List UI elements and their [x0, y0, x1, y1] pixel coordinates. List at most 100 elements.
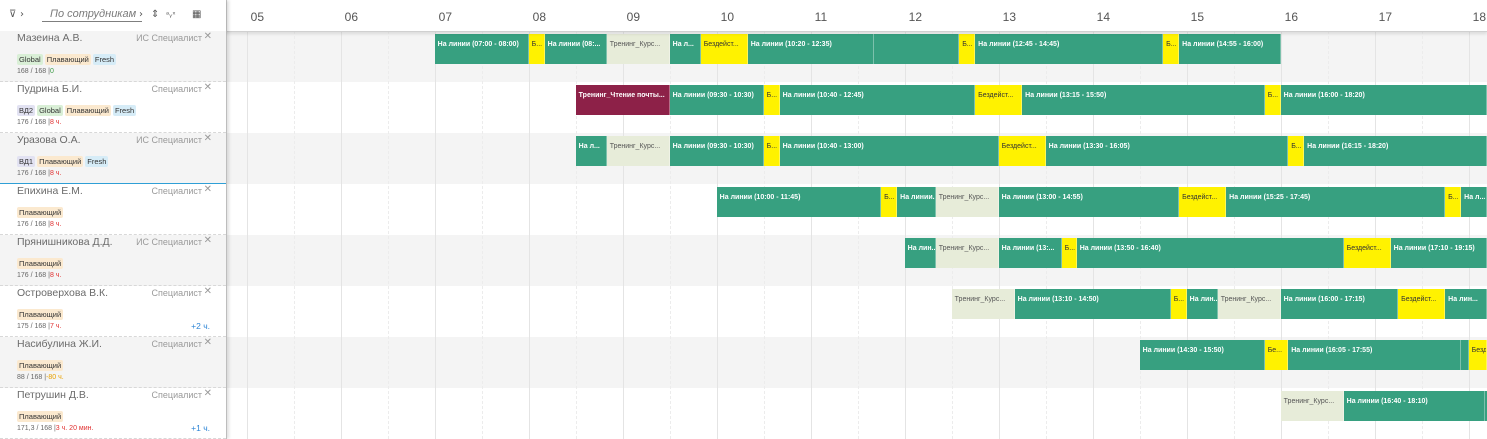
close-icon[interactable]: ✕ — [203, 82, 212, 93]
employee-row[interactable]: Пудрина Б.И. Специалист ✕ ВД2 Global Плавающи… — [0, 82, 226, 133]
shift-block[interactable]: На л... — [669, 34, 701, 64]
chevron-right-icon[interactable]: › — [139, 9, 143, 20]
extra-hours[interactable]: +2 ч. — [191, 321, 210, 331]
shift-block[interactable]: Б... — [1288, 136, 1305, 166]
employee-name[interactable]: Насибулина Ж.И. — [17, 338, 102, 350]
shift-block[interactable]: На линии (10:00 - 11:45) — [716, 187, 882, 217]
shift-block[interactable]: На линии (13:... — [998, 238, 1062, 268]
shift-block[interactable]: Бездейст... — [1179, 187, 1227, 217]
shift-block[interactable]: Б... — [763, 85, 780, 115]
close-icon[interactable]: ✕ — [203, 133, 212, 144]
close-icon[interactable]: ✕ — [203, 388, 212, 399]
shift-block[interactable]: На линии (13:50 - 16:40) — [1076, 238, 1344, 268]
close-icon[interactable]: ✕ — [203, 235, 212, 246]
shift-block[interactable]: Б... — [1445, 187, 1462, 217]
chevron-right-icon[interactable]: › — [20, 9, 24, 20]
sort-icon[interactable]: ⇕ — [151, 9, 160, 20]
shift-block[interactable]: На линии (10:40 - 13:00) — [779, 136, 999, 166]
search-input[interactable]: По сотрудникам — [42, 7, 142, 22]
shift-block[interactable]: На лин... — [1445, 289, 1487, 319]
shift-block[interactable]: На линии (16:40 - 18:10) — [1343, 391, 1485, 421]
half-hour-gridline — [481, 31, 483, 439]
shift-block[interactable]: На линии (16:00 - 17:15) — [1280, 289, 1399, 319]
close-icon[interactable]: ✕ — [203, 31, 212, 42]
employee-row[interactable]: Прянишникова Д.Д. ИС Специалист ✕ Плавающий… — [0, 235, 226, 286]
shift-block[interactable]: Бездейст... — [975, 85, 1023, 115]
shift-block[interactable]: На... — [1484, 391, 1487, 421]
shift-block[interactable]: Тренинг_Курс... — [951, 289, 1015, 319]
shift-block[interactable]: На линии (10:40 - 12:45) — [779, 85, 976, 115]
shift-block[interactable]: На линии (16:00 - 18:20) — [1280, 85, 1487, 115]
shift-block[interactable]: Бездейст... — [998, 136, 1046, 166]
shift-block[interactable]: Б... — [1061, 238, 1077, 268]
shift-block[interactable]: Безде... — [1468, 340, 1487, 370]
shift-block[interactable] — [873, 34, 960, 64]
employee-name[interactable]: Епихина Е.М. — [17, 185, 83, 197]
half-hour-gridline — [951, 31, 953, 439]
shift-block[interactable]: На линии (13:10 - 14:50) — [1014, 289, 1171, 319]
shift-block[interactable]: Б... — [1163, 34, 1180, 64]
shift-block[interactable]: Б... — [881, 187, 898, 217]
shift-block[interactable]: На линии (14:55 - 16:00) — [1179, 34, 1281, 64]
shift-block[interactable]: На линии (16:05 - 17:55) — [1288, 340, 1462, 370]
shift-block[interactable]: Б... — [763, 136, 780, 166]
employee-name[interactable]: Пудрина Б.И. — [17, 83, 83, 95]
shift-block[interactable]: На л... — [575, 136, 607, 166]
shift-block[interactable]: На линии (08:... — [544, 34, 607, 64]
employee-row[interactable]: Мазеина А.В. ИС Специалист ✕ Global Плавающи… — [0, 31, 226, 82]
shift-block[interactable]: На линии (13:30 - 16:05) — [1045, 136, 1289, 166]
shift-block[interactable]: На линии (16:15 - 18:20) — [1304, 136, 1487, 166]
close-icon[interactable]: ✕ — [203, 286, 212, 297]
shift-block[interactable]: Тренинг_Курс... — [606, 136, 670, 166]
employee-row[interactable]: Петрушин Д.В. Специалист ✕ Плавающий 171,3 /… — [0, 388, 226, 439]
shift-block[interactable]: Бездейст... — [1398, 289, 1446, 319]
shift-block[interactable]: Бездейст... — [700, 34, 748, 64]
shift-block[interactable]: Тренинг_Курс... — [1280, 391, 1344, 421]
shift-block[interactable]: На лин... — [904, 238, 936, 268]
shift-block[interactable]: На линии (10:20 - 12:35) — [747, 34, 874, 64]
shift-block[interactable]: Б... — [959, 34, 976, 64]
shift-block[interactable]: На линии (15:25 - 17:45) — [1226, 187, 1446, 217]
close-icon[interactable]: ✕ — [203, 184, 212, 195]
shift-block[interactable]: На линии (09:30 - 10:30) — [669, 136, 764, 166]
employee-row[interactable]: Насибулина Ж.И. Специалист ✕ Плавающий 88 / … — [0, 337, 226, 388]
shift-block[interactable]: Б... — [1170, 289, 1187, 319]
employee-name[interactable]: Мазеина А.В. — [17, 32, 83, 44]
shift-block[interactable]: Тренинг_Курс... — [606, 34, 670, 64]
filter-icon[interactable]: ⊽ — [9, 9, 17, 20]
shift-block[interactable]: На л... — [1461, 187, 1487, 217]
shift-block[interactable] — [1461, 340, 1469, 370]
shift-block[interactable]: На линии (13:00 - 14:55) — [998, 187, 1180, 217]
calendar-icon[interactable]: ▦ — [192, 9, 202, 20]
shift-block[interactable]: На линии (12:45 - 14:45) — [975, 34, 1164, 64]
employee-name[interactable]: Островерхова В.К. — [17, 287, 109, 299]
shift-block[interactable]: Тренинг_Курс... — [1217, 289, 1281, 319]
clear-filter-icon[interactable]: ᵃᵧˣ — [166, 10, 176, 19]
shift-block[interactable]: На линии (17:10 - 19:15) — [1390, 238, 1487, 268]
shift-block[interactable]: На линии (07:00 - 08:00) — [434, 34, 529, 64]
shift-block[interactable]: Тренинг_Курс... — [935, 238, 999, 268]
shift-label: На л... — [578, 143, 600, 150]
close-icon[interactable]: ✕ — [203, 337, 212, 348]
employee-name[interactable]: Уразова О.А. — [17, 134, 81, 146]
employee-name[interactable]: Петрушин Д.В. — [17, 389, 89, 401]
shift-block[interactable]: Тренинг_Чтение почты... — [575, 85, 670, 115]
shift-block[interactable]: Тренинг_Курс... — [935, 187, 999, 217]
shift-block[interactable]: Б... — [1264, 85, 1281, 115]
shift-block[interactable]: Бездейст... — [1343, 238, 1391, 268]
shift-block[interactable]: На линии (14:30 - 15:50) — [1139, 340, 1265, 370]
employee-name[interactable]: Прянишникова Д.Д. — [17, 236, 113, 248]
employee-row[interactable]: Островерхова В.К. Специалист ✕ Плавающий 175… — [0, 286, 226, 337]
employee-row[interactable]: Уразова О.А. ИС Специалист ✕ ВД1 Плавающий Fr… — [0, 133, 226, 184]
shift-block[interactable]: На лин... — [1186, 289, 1218, 319]
shift-block[interactable]: На линии (13:15 - 15:50) — [1022, 85, 1265, 115]
shift-label: Тренинг_Курс... — [609, 143, 661, 150]
shift-block[interactable]: На линии... — [897, 187, 936, 217]
hours-delta: 3 ч. 20 мин. — [55, 425, 94, 432]
employee-row[interactable]: Епихина Е.М. Специалист ✕ Плавающий 176 / 16… — [0, 184, 226, 235]
shift-block[interactable]: На линии (09:30 - 10:30) — [669, 85, 764, 115]
shift-block[interactable]: Б... — [528, 34, 545, 64]
shift-block[interactable]: Бе... — [1264, 340, 1289, 370]
extra-hours[interactable]: +1 ч. — [191, 423, 210, 433]
employee-tag: Плавающий — [17, 411, 64, 422]
